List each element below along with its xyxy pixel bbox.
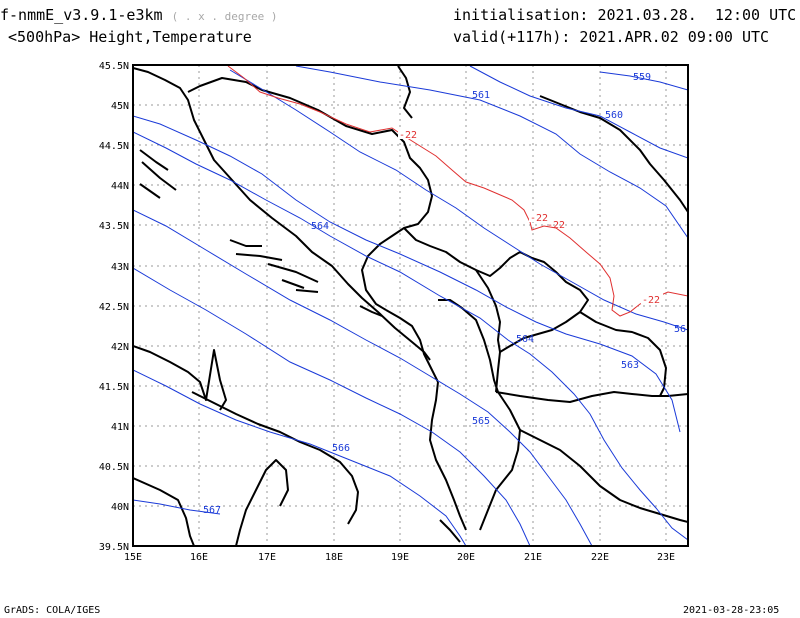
temperature-contours — [227, 65, 688, 317]
coastline-croatia-bosnia — [133, 67, 431, 361]
contour-label-561: 561 — [472, 90, 490, 101]
height-contours — [133, 65, 688, 546]
init-time: initialisation: 2021.03.28. 12:00 UTC — [453, 6, 797, 24]
lat-label: 45N — [111, 101, 129, 112]
lat-label: 41N — [111, 422, 129, 433]
units-label: ( . x . degree ) — [171, 10, 278, 23]
coastline-italy-heel — [133, 345, 227, 411]
footer-credit: GrADS: COLA/IGES — [4, 605, 101, 616]
temp-label-2: -22 — [530, 213, 548, 224]
lon-label: 15E — [124, 552, 142, 563]
lat-label: 42.5N — [99, 302, 129, 313]
coastline-sicily-cal — [235, 459, 289, 546]
contour-label-564-west: 564 — [311, 221, 329, 232]
lon-label: 18E — [325, 552, 343, 563]
lon-label: 20E — [457, 552, 475, 563]
level-title: <500hPa> Height,Temperature — [8, 28, 252, 46]
lon-label: 21E — [524, 552, 542, 563]
lon-label: 16E — [190, 552, 208, 563]
height-contour-labels: 559 560 561 56 563 564 564 565 566 567 — [203, 72, 686, 516]
contour-563 — [133, 115, 681, 433]
contour-label-563: 563 — [621, 360, 639, 371]
temp-contour-minus22 — [227, 65, 688, 317]
footer-timestamp: 2021-03-28-23:05 — [683, 605, 780, 616]
temp-label-4: -22 — [642, 295, 660, 306]
temp-label-3: -22 — [547, 220, 565, 231]
lat-label: 43N — [111, 262, 129, 273]
contour-label-567: 567 — [203, 505, 221, 516]
border-montenegro — [385, 309, 439, 383]
island-2 — [141, 161, 177, 191]
contour-564 — [133, 131, 688, 541]
contour-560 — [469, 65, 688, 159]
border-albania-west — [429, 381, 467, 531]
contour-566 — [133, 267, 531, 546]
contour-label-566: 566 — [332, 443, 350, 454]
contour-label-564-east: 564 — [516, 334, 534, 345]
island-5 — [235, 253, 283, 261]
lat-label: 39.5N — [99, 542, 129, 553]
island-7 — [281, 279, 305, 289]
contour-567 — [133, 369, 467, 546]
map-frame — [132, 64, 689, 547]
border-serbia-north — [397, 65, 413, 119]
coastline-italy-gargano — [191, 391, 359, 525]
lat-axis: 45.5N 45N 44.5N 44N 43.5N 43N 42.5N 42N … — [99, 61, 129, 553]
contour-561 — [295, 65, 688, 239]
model-title: f-nmmE_v3.9.1-e3km ( . x . degree ) — [0, 6, 278, 24]
lon-label: 19E — [391, 552, 409, 563]
border-albania-east — [438, 299, 521, 531]
lat-label: 43.5N — [99, 221, 129, 232]
island-9 — [359, 305, 383, 317]
lon-label: 17E — [258, 552, 276, 563]
island-1 — [139, 149, 169, 171]
border-macedonia — [495, 391, 688, 403]
lon-label: 22E — [591, 552, 609, 563]
lon-label: 23E — [657, 552, 675, 563]
lat-label: 40.5N — [99, 462, 129, 473]
lat-label: 41.5N — [99, 382, 129, 393]
border-bulgaria — [579, 311, 667, 397]
coastline-italy-south — [133, 477, 195, 546]
island-8 — [295, 289, 319, 293]
contour-label-560: 560 — [605, 110, 623, 121]
temp-label-1: -22 — [399, 130, 417, 141]
island-4 — [229, 239, 262, 247]
contour-label-559: 559 — [633, 72, 651, 83]
contour-56x — [229, 69, 688, 331]
island-3 — [139, 183, 161, 199]
coastline-greece-corfu — [439, 519, 461, 543]
lat-label: 44N — [111, 181, 129, 192]
border-greece — [519, 429, 688, 523]
border-kosovo — [475, 269, 501, 393]
island-6 — [267, 263, 319, 283]
contour-559 — [599, 71, 688, 91]
contour-label-56: 56 — [674, 324, 686, 335]
lat-lon-grid — [133, 65, 688, 546]
border-bosnia-serbia — [403, 227, 589, 353]
temperature-contour-labels: -22 -22 -22 -22 — [398, 128, 663, 306]
lat-label: 45.5N — [99, 61, 129, 72]
contour-label-565: 565 — [472, 416, 490, 427]
contour-568 — [133, 499, 221, 515]
border-romania — [539, 95, 688, 213]
coastlines-borders — [133, 65, 688, 546]
border-north-croatia — [187, 77, 433, 311]
contour-565 — [133, 209, 593, 546]
lat-label: 42N — [111, 342, 129, 353]
lat-label: 44.5N — [99, 141, 129, 152]
lon-axis: 15E 16E 17E 18E 19E 20E 21E 22E 23E — [124, 552, 675, 563]
lat-label: 40N — [111, 502, 129, 513]
valid-time: valid(+117h): 2021.APR.02 09:00 UTC — [453, 28, 770, 46]
